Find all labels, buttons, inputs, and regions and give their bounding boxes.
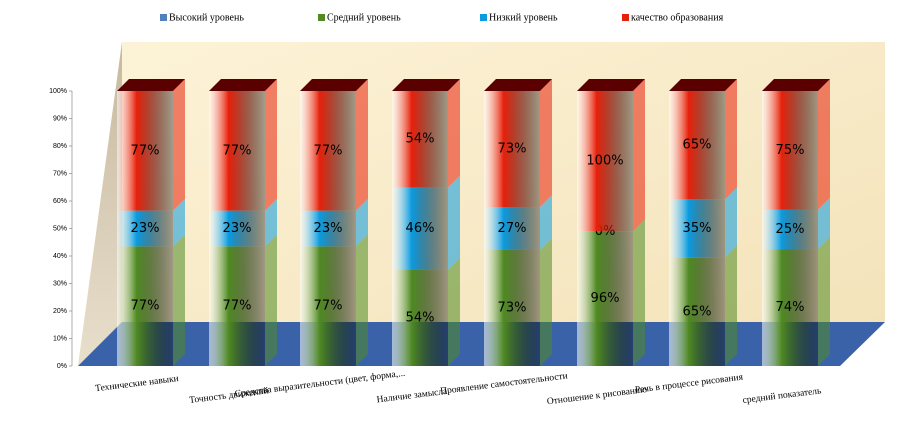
bar-side bbox=[818, 197, 830, 250]
bar-side bbox=[173, 234, 185, 366]
bar-side bbox=[725, 245, 737, 366]
value-label: 23% bbox=[131, 221, 160, 236]
bar-segment bbox=[209, 246, 265, 366]
legend-swatch bbox=[160, 14, 167, 21]
value-label: 77% bbox=[131, 143, 160, 158]
bar-segment bbox=[209, 210, 265, 247]
y-tick-label: 80% bbox=[53, 143, 67, 150]
value-label: 54% bbox=[406, 132, 435, 147]
bar-side bbox=[633, 79, 645, 232]
bar-top bbox=[300, 79, 368, 91]
value-label: 35% bbox=[683, 221, 712, 236]
value-label: 77% bbox=[223, 143, 252, 158]
bar-side bbox=[725, 79, 737, 200]
value-label: 23% bbox=[314, 221, 343, 236]
y-tick-label: 0% bbox=[57, 363, 67, 370]
legend-swatch bbox=[318, 14, 325, 21]
bar-segment bbox=[669, 257, 725, 366]
value-label: 100% bbox=[586, 154, 623, 169]
y-tick-label: 50% bbox=[53, 225, 67, 232]
bar-segment bbox=[577, 231, 633, 366]
bar-segment bbox=[484, 249, 540, 366]
bar-segment bbox=[300, 210, 356, 247]
value-label: 96% bbox=[591, 291, 620, 306]
bar-side bbox=[725, 187, 737, 258]
bar-segment bbox=[300, 246, 356, 366]
value-label: 65% bbox=[683, 304, 712, 319]
bar-top bbox=[669, 79, 737, 91]
bar-side bbox=[448, 79, 460, 188]
y-tick-label: 40% bbox=[53, 253, 67, 260]
value-label: 25% bbox=[776, 222, 805, 237]
bar-side bbox=[356, 234, 368, 366]
bar-top bbox=[209, 79, 277, 91]
bar-segment bbox=[484, 91, 540, 208]
bar-side bbox=[356, 79, 368, 211]
bar-segment bbox=[762, 249, 818, 366]
value-label: 77% bbox=[314, 143, 343, 158]
bar-top bbox=[117, 79, 185, 91]
legend-label: качество образования bbox=[631, 12, 724, 23]
bar-side bbox=[356, 198, 368, 247]
legend-label: Низкий уровень bbox=[489, 12, 558, 23]
y-tick-label: 60% bbox=[53, 198, 67, 205]
bar-segment bbox=[117, 246, 173, 366]
y-tick-label: 100% bbox=[49, 88, 67, 95]
bar-segment bbox=[117, 210, 173, 247]
bar-segment bbox=[762, 209, 818, 250]
bar-side bbox=[265, 234, 277, 366]
value-label: 73% bbox=[498, 142, 527, 157]
value-label: 73% bbox=[498, 300, 527, 315]
bar-side bbox=[265, 79, 277, 211]
bar-side bbox=[448, 175, 460, 270]
side-wall bbox=[78, 42, 122, 366]
legend-label: Высокий уровень bbox=[169, 12, 244, 23]
y-tick-label: 70% bbox=[53, 170, 67, 177]
bar-segment bbox=[392, 187, 448, 270]
y-tick-label: 20% bbox=[53, 308, 67, 315]
y-tick-label: 10% bbox=[53, 335, 67, 342]
value-label: 77% bbox=[314, 299, 343, 314]
bar-side bbox=[448, 257, 460, 366]
value-label: 23% bbox=[223, 221, 252, 236]
bar-segment bbox=[117, 91, 173, 211]
bar-segment bbox=[300, 91, 356, 211]
bar-side bbox=[265, 198, 277, 247]
bar-top bbox=[484, 79, 552, 91]
bar-side bbox=[818, 79, 830, 210]
bar-top bbox=[762, 79, 830, 91]
legend-swatch bbox=[480, 14, 487, 21]
plot: 77% 23% 77% 77% 23% 77% 77% 23% 77% 54% 46% 54% 73% 2… bbox=[117, 79, 830, 366]
bar-side bbox=[540, 79, 552, 208]
bar-segment bbox=[669, 91, 725, 200]
bar-top bbox=[577, 79, 645, 91]
legend-swatch bbox=[622, 14, 629, 21]
bar-segment bbox=[669, 199, 725, 258]
bar-segment bbox=[762, 91, 818, 210]
value-label: 75% bbox=[776, 143, 805, 158]
bar-side bbox=[173, 79, 185, 211]
y-tick-label: 90% bbox=[53, 115, 67, 122]
y-tick-label: 30% bbox=[53, 280, 67, 287]
bar-side bbox=[818, 237, 830, 366]
bar-segment bbox=[392, 269, 448, 366]
bar-side bbox=[173, 198, 185, 247]
value-label: 74% bbox=[776, 300, 805, 315]
value-label: 65% bbox=[683, 138, 712, 153]
bar-side bbox=[540, 195, 552, 250]
bar-top bbox=[392, 79, 460, 91]
legend-label: Средний уровень bbox=[327, 12, 401, 23]
value-label: 77% bbox=[223, 299, 252, 314]
bar-side bbox=[540, 237, 552, 366]
bar-segment bbox=[209, 91, 265, 211]
value-label: 46% bbox=[406, 221, 435, 236]
bar-segment bbox=[577, 91, 633, 232]
value-label: 54% bbox=[406, 310, 435, 325]
bar-segment bbox=[484, 207, 540, 250]
value-label: 27% bbox=[498, 221, 527, 236]
value-label: 77% bbox=[131, 299, 160, 314]
bar-segment bbox=[392, 91, 448, 188]
bar-side bbox=[633, 219, 645, 366]
